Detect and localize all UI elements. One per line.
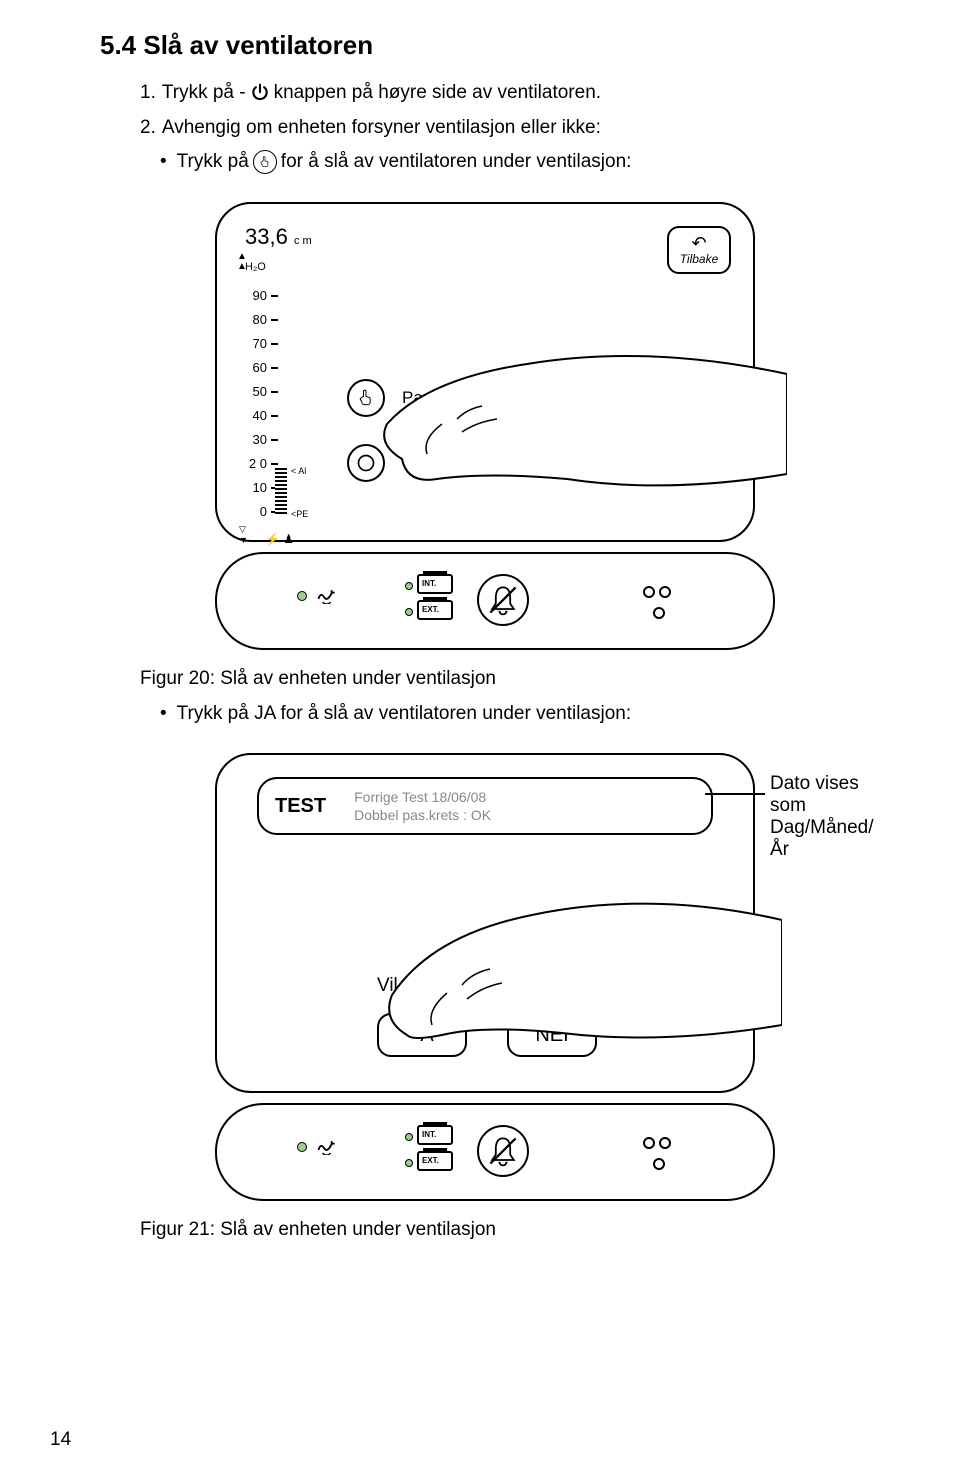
gauge-reading: 33,6 c mH₂O [245,224,335,276]
question-text: Vil du slå av [377,975,479,997]
alarm-squiggle-icon [317,588,339,604]
gauge-down-arrows: ▽▼ [239,524,248,545]
gauge-bar [275,468,287,514]
gauge-pe: <PE [291,509,308,519]
battery-ext: EXT. [417,600,453,620]
section-heading: 5.4 Slå av ventilatoren [100,30,870,61]
device-screen-2: TEST Forrige Test 18/06/08 Dobbel pas.kr… [215,753,755,1093]
power-icon [250,82,270,104]
body-leds [297,588,339,604]
test-label: TEST [275,795,326,818]
pause-button[interactable] [347,379,385,417]
step-2-number: 2. [140,114,156,143]
battery-group: INT. EXT. [417,574,453,626]
no-button[interactable]: NEI [507,1013,597,1057]
date-connector [705,793,765,795]
pressure-gauge: 33,6 c mH₂O ▲▲ 90 80 70 60 50 40 30 2 0 … [245,224,335,524]
page-number: 14 [50,1429,71,1451]
bullet-1: • Trykk på for å slå av ventilatoren und… [140,148,870,177]
pause-label-end: asjon) [623,388,669,408]
step-1-number: 1. [140,79,156,108]
led-green-2 [297,1142,307,1152]
figure-20-caption: Figur 20: Slå av enheten under ventilasj… [100,668,870,690]
bullet-dot-2: • [160,700,167,729]
figure-21-caption: Figur 21: Slå av enheten under ventilasj… [100,1219,870,1241]
alarm-mute-button[interactable] [477,574,529,626]
stop-button[interactable] [347,444,385,482]
pause-label-start: Paus [402,388,441,408]
led-green [297,591,307,601]
bullet-2: • Trykk på JA for å slå av ventilatoren … [140,700,870,729]
date-note: Dato vises som Dag/Måned/År [770,773,874,861]
step-1-text-a: Trykk på - [162,79,246,108]
battery-int: INT. [417,574,453,594]
bullet-dot: • [160,148,167,177]
right-dots [641,584,673,626]
back-label: Tilbake [680,252,719,266]
back-arrow-icon: ↶ [691,234,706,252]
alarm-squiggle-icon-2 [317,1139,339,1155]
gauge-person-icon: ⚡ ♟ [265,532,294,546]
bullet-1-text-a: Trykk på [177,148,249,177]
step-2-text: Avhengig om enheten forsyner ventilasjon… [162,114,601,143]
battery-int-2: INT. [417,1125,453,1145]
figure-20: 33,6 c mH₂O ▲▲ 90 80 70 60 50 40 30 2 0 … [215,202,755,650]
back-button[interactable]: ↶ Tilbake [667,226,731,274]
battery-ext-2: EXT. [417,1151,453,1171]
battery-group-2: INT. EXT. [417,1125,453,1177]
bullet-1-text-b: for å slå av ventilatoren under ventilas… [281,148,632,177]
step-2: 2. Avhengig om enheten forsyner ventilas… [140,114,870,143]
stop-label: opp (hold i 3 sekunder) [435,454,609,474]
test-banner: TEST Forrige Test 18/06/08 Dobbel pas.kr… [257,777,713,835]
hand-overlay [367,324,787,534]
device-body-2: INT. EXT. [215,1103,775,1201]
bullet-2-text: Trykk på JA for å slå av ventilatoren un… [177,700,631,729]
gauge-arrows: ▲▲ [237,252,247,272]
figure-21: TEST Forrige Test 18/06/08 Dobbel pas.kr… [215,753,755,1201]
alarm-mute-button-2[interactable] [477,1125,529,1177]
touch-icon [253,150,277,174]
body-leds-2 [297,1139,339,1155]
gauge-al: < Al [291,466,306,476]
right-dots-2 [641,1135,673,1177]
yes-button[interactable]: JA [377,1013,467,1057]
device-screen-1: 33,6 c mH₂O ▲▲ 90 80 70 60 50 40 30 2 0 … [215,202,755,542]
step-1-text-b: knappen på høyre side av ventilatoren. [274,79,601,108]
step-1: 1. Trykk på - knappen på høyre side av v… [140,79,870,108]
test-lines: Forrige Test 18/06/08 Dobbel pas.krets :… [354,788,491,824]
device-body-1: INT. EXT. [215,552,775,650]
